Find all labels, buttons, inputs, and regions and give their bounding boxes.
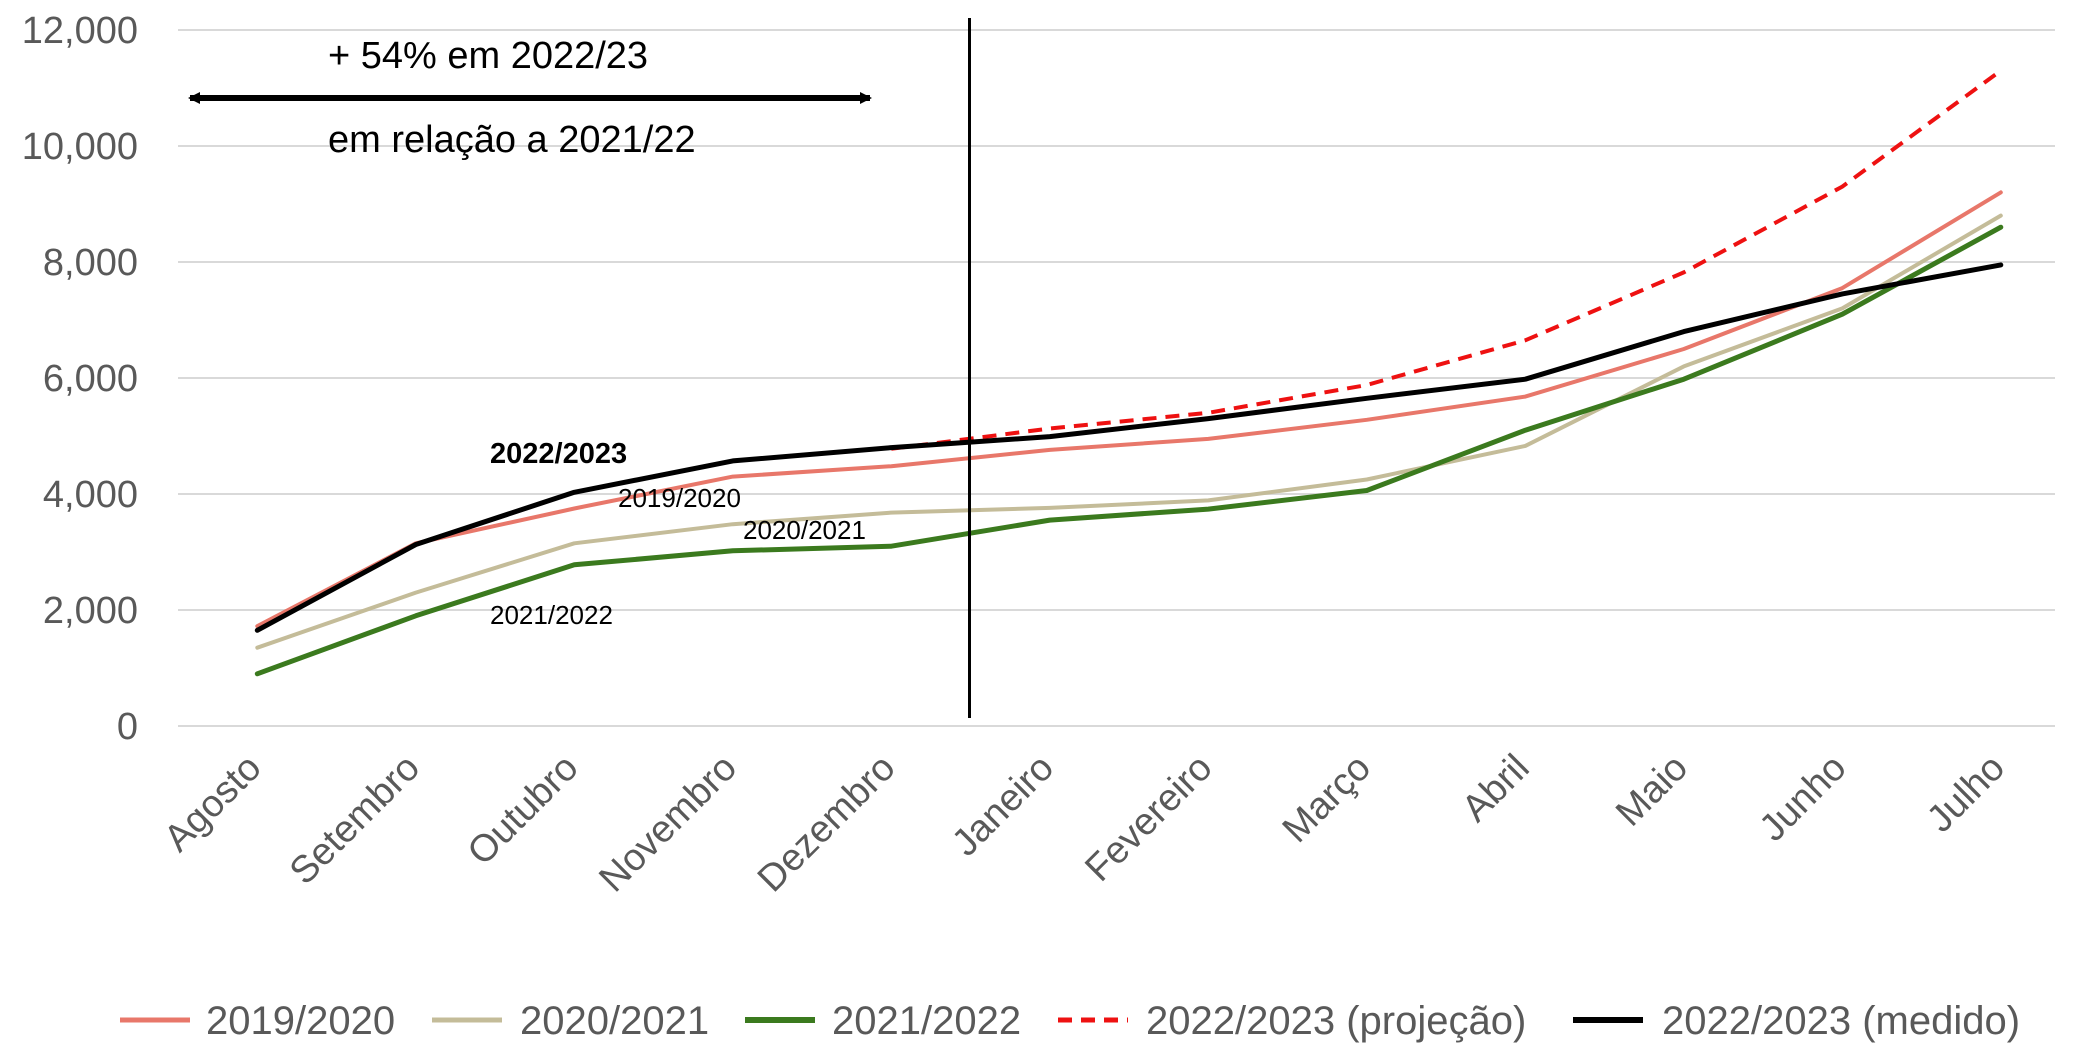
y-tick-label: 8,000: [43, 242, 138, 284]
series-lines: [254, 68, 2004, 677]
legend-label: 2022/2023 (medido): [1662, 999, 2020, 1043]
annotation-line2: em relação a 2021/22: [328, 119, 696, 161]
x-tick-label: Março: [1275, 747, 1379, 851]
x-tick-label: Dezembro: [750, 747, 904, 901]
y-tick-label: 0: [117, 706, 138, 748]
x-tick-label: Novembro: [591, 747, 745, 901]
x-tick-label: Setembro: [282, 747, 428, 893]
series-line-2: [254, 224, 2004, 677]
legend: 2019/2020 2020/2021 2021/2022 2022/2023 (pr…: [120, 999, 2020, 1043]
y-tick-label: 6,000: [43, 358, 138, 400]
y-tick-label: 10,000: [22, 126, 138, 168]
legend-label: 2020/2021: [520, 999, 709, 1043]
series-label-2022-2023: 2022/2023: [490, 438, 627, 470]
x-tick-label: Maio: [1608, 747, 1696, 835]
annotation-line1: + 54% em 2022/23: [328, 35, 648, 77]
series-label-2019-2020: 2019/2020: [618, 483, 741, 513]
y-axis-ticks: 0 2,000 4,000 6,000 8,000 10,000 12,000: [22, 10, 138, 748]
y-tick-label: 12,000: [22, 10, 138, 52]
y-tick-label: 2,000: [43, 590, 138, 632]
x-tick-label: Janeiro: [944, 747, 1062, 865]
legend-label: 2019/2020: [206, 999, 395, 1043]
legend-label: 2021/2022: [832, 999, 1021, 1043]
legend-label: 2022/2023 (projeção): [1146, 999, 1526, 1043]
series-line-0: [255, 190, 2003, 629]
gridlines: [178, 29, 2055, 727]
x-tick-label: Outubro: [460, 747, 587, 874]
series-line-1: [255, 213, 2003, 650]
x-axis-ticks: Agosto Setembro Outubro Novembro Dezembro Jan…: [156, 747, 2013, 901]
y-tick-label: 4,000: [43, 474, 138, 516]
series-label-2021-2022: 2021/2022: [490, 600, 613, 630]
x-tick-label: Julho: [1919, 747, 2013, 841]
x-tick-label: Agosto: [156, 747, 269, 860]
series-line-3: [891, 68, 2002, 451]
series-label-2020-2021: 2020/2021: [743, 515, 866, 545]
x-tick-label: Junho: [1752, 747, 1855, 850]
series-line-4: [254, 262, 2004, 633]
x-tick-label: Abril: [1454, 747, 1537, 830]
x-tick-label: Fevereiro: [1077, 747, 1220, 890]
